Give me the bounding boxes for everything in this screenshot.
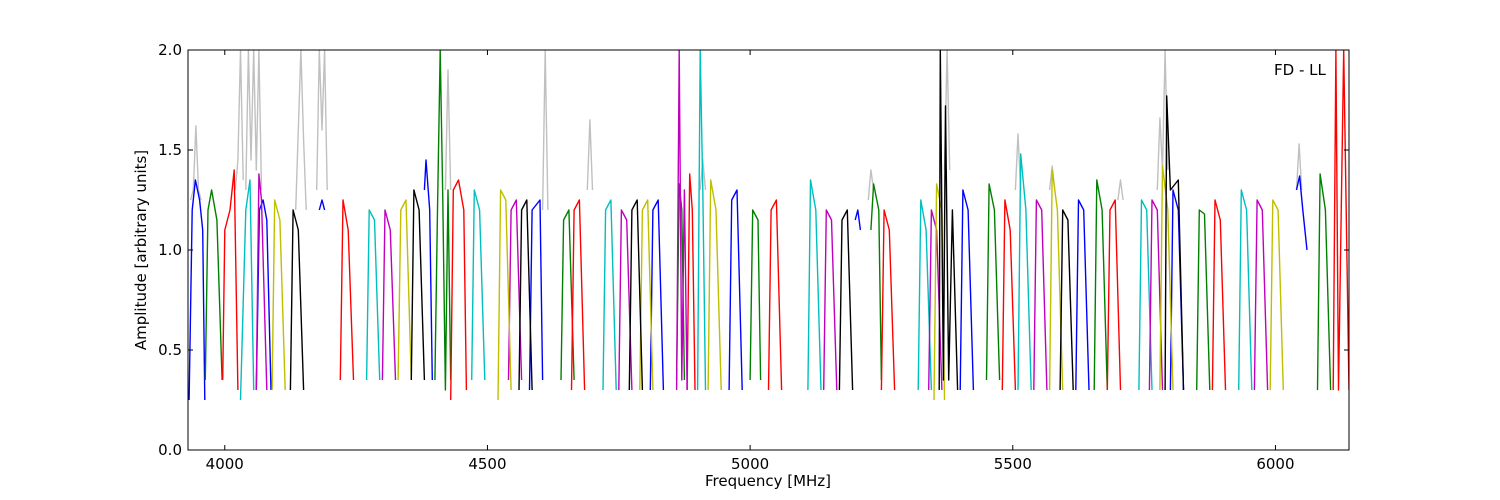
y-tick-label: 2.0 (158, 41, 182, 59)
y-tick-label: 1.5 (158, 141, 182, 159)
x-axis: 4000 4500 5000 5500 6000 (206, 50, 1295, 473)
series-6-segment-4 (707, 179, 722, 391)
series-0-segment-11 (1014, 133, 1022, 191)
x-tick-label: 5500 (994, 455, 1032, 473)
series-0-segment-9 (867, 169, 875, 201)
series-4-segment-3 (602, 199, 617, 391)
y-tick-label: 1.0 (158, 241, 182, 259)
series-2-segment-5 (870, 183, 883, 381)
series-7-segment-5 (938, 50, 959, 391)
series-1-segment-2 (318, 199, 326, 211)
series-1-segment-7 (854, 209, 862, 231)
series-4-segment-8 (1138, 199, 1153, 391)
series-0-segment-3 (295, 50, 307, 211)
series-7-segment-4 (838, 209, 854, 391)
y-tick-label: 0.0 (158, 441, 182, 459)
series-0-segment-0 (189, 125, 202, 201)
series-7-segment-0 (289, 209, 305, 391)
series-2-segment-7 (1093, 179, 1108, 391)
series-5-segment-5 (823, 209, 838, 391)
x-tick-label: 4500 (468, 455, 506, 473)
panel-annotation: FD - LL (1274, 61, 1326, 79)
series-1-segment-6 (728, 189, 743, 391)
series-5-segment-7 (1033, 199, 1048, 391)
series-5-segment-2 (507, 199, 523, 381)
series-2-segment-0 (204, 189, 223, 381)
series-6-segment-3 (639, 199, 654, 391)
series-6-segment-6 (1048, 169, 1064, 391)
series-3-segment-9 (1211, 199, 1227, 391)
series-4-segment-1 (365, 209, 381, 381)
series-5-segment-4 (675, 50, 688, 391)
series-6-segment-0 (271, 199, 286, 391)
series-1-segment-5 (649, 199, 665, 391)
series-1-segment-3 (423, 159, 433, 381)
series-2-segment-8 (1196, 209, 1211, 391)
series-1-segment-9 (1075, 199, 1090, 391)
series-0-segment-15 (1295, 143, 1303, 191)
series-3-segment-7 (1001, 199, 1017, 391)
series-4-segment-7 (1017, 153, 1032, 391)
series-5-segment-1 (381, 209, 397, 381)
series-5-segment-8 (1148, 199, 1164, 391)
x-tick-label: 4000 (206, 455, 244, 473)
series-0-segment-1 (234, 50, 244, 191)
series-0-segment-7 (586, 119, 594, 191)
series-6-segment-1 (397, 199, 412, 381)
series-1-segment-11 (1295, 175, 1308, 251)
series-0-segment-4 (316, 50, 328, 191)
series-3-segment-6 (880, 209, 896, 391)
series-3-segment-0 (222, 169, 239, 391)
series-3-segment-5 (767, 199, 783, 391)
series-7-segment-7 (1164, 95, 1185, 391)
series-2-segment-4 (749, 209, 762, 381)
y-tick-label: 0.5 (158, 341, 182, 359)
series-3-segment-3 (570, 199, 586, 391)
series-2-segment-1 (434, 50, 452, 391)
series-2-segment-6 (985, 183, 1001, 381)
series-0-segment-6 (541, 50, 549, 211)
x-tick-label: 5000 (731, 455, 769, 473)
series-1-segment-4 (528, 199, 544, 391)
series-1-segment-0 (188, 179, 206, 401)
series-3-segment-8 (1106, 199, 1122, 391)
series-layer (188, 50, 1349, 401)
series-7-segment-3 (628, 199, 644, 391)
series-4-segment-5 (807, 179, 822, 391)
series-7-segment-6 (1059, 209, 1074, 391)
series-4-segment-4 (696, 50, 707, 391)
series-0-segment-5 (444, 69, 452, 191)
series-5-segment-9 (1253, 199, 1269, 391)
x-tick-label: 6000 (1256, 455, 1294, 473)
series-4-segment-2 (471, 189, 486, 381)
x-axis-label: Frequency [MHz] (705, 472, 831, 490)
y-axis: 0.0 0.5 1.0 1.5 2.0 (158, 41, 1349, 459)
series-7-segment-2 (518, 199, 533, 391)
series-6-segment-8 (1269, 199, 1284, 391)
series-6-segment-2 (497, 189, 512, 401)
series-5-segment-0 (255, 173, 268, 391)
series-4-segment-6 (917, 199, 933, 391)
series-3-segment-2 (450, 179, 468, 401)
series-3-segment-4 (686, 173, 696, 391)
series-2-segment-2 (560, 209, 575, 381)
series-1-segment-8 (959, 189, 975, 391)
series-2-segment-9 (1316, 173, 1332, 391)
series-7-segment-1 (410, 189, 426, 381)
series-3-segment-10 (1332, 50, 1349, 391)
y-axis-label: Amplitude [arbitrary units] (132, 150, 150, 350)
series-4-segment-9 (1238, 189, 1253, 391)
series-0-segment-13 (1117, 179, 1124, 201)
series-5-segment-3 (618, 209, 633, 391)
series-3-segment-1 (339, 199, 355, 381)
series-6-segment-7 (1159, 165, 1174, 391)
series-4-segment-0 (239, 179, 255, 401)
